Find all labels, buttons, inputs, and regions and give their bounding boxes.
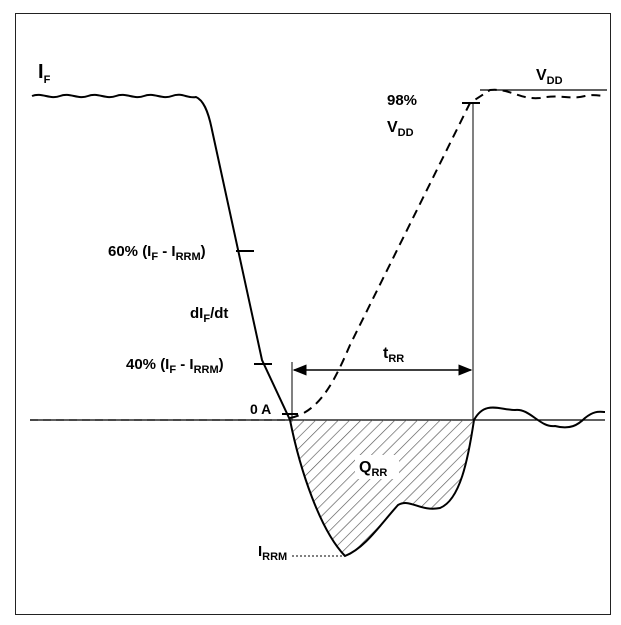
voltage-waveform: [289, 88, 606, 419]
diagram-frame: [15, 13, 611, 615]
qrr-hatched-area: [290, 420, 474, 556]
label-zero-a: 0 A: [250, 401, 271, 417]
label-98pct-vdd: VDD: [387, 119, 414, 139]
label-if: IF: [38, 61, 51, 86]
label-qrr: QRR: [359, 459, 387, 479]
current-waveform: [31, 93, 606, 558]
qrr-label-bg: [355, 455, 399, 479]
label-60pct: 60% (IF - IRRM): [108, 243, 206, 263]
label-irrm: IRRM: [258, 543, 287, 563]
label-vdd: VDD: [536, 67, 563, 87]
label-40pct: 40% (IF - IRRM): [126, 356, 224, 376]
label-98pct: 98%: [387, 92, 417, 109]
label-didt: dIF/dt: [190, 305, 228, 325]
label-trr: tRR: [383, 345, 404, 365]
